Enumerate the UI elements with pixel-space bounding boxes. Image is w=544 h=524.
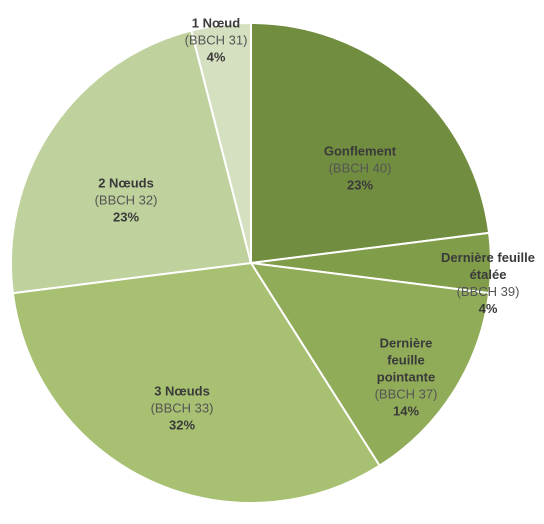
slice-value: 4% <box>478 301 498 316</box>
slice-code: (BBCH 40) <box>328 160 392 176</box>
pie-slice <box>249 261 491 468</box>
slice-label: 2 Nœuds (BBCH 32) 23% <box>66 175 186 226</box>
pie-slice <box>11 261 381 504</box>
slice-label: Dernière feuille étalée (BBCH 39) 4% <box>439 249 537 317</box>
pie-slice <box>250 21 491 265</box>
slice-code: (BBCH 39) <box>456 284 520 299</box>
slice-name: 3 Nœuds <box>154 383 210 399</box>
pie-slice <box>190 21 252 264</box>
slice-value: 14% <box>392 403 420 419</box>
slice-value: 4% <box>206 49 226 65</box>
slice-label: Gonflement (BBCH 40) 23% <box>300 143 420 194</box>
slice-name: Dernière feuille étalée <box>441 250 535 282</box>
slice-name: Dernière feuille pointante <box>376 335 436 385</box>
slice-label: Dernière feuille pointante (BBCH 37) 14% <box>366 335 446 420</box>
slice-name: 1 Nœud <box>191 15 241 31</box>
slice-code: (BBCH 33) <box>150 400 214 416</box>
slice-value: 23% <box>112 209 140 225</box>
slice-value: 23% <box>346 177 374 193</box>
slice-name: Gonflement <box>323 143 397 159</box>
slice-code: (BBCH 37) <box>374 386 438 402</box>
slice-value: 32% <box>168 417 196 433</box>
slice-label: 3 Nœuds (BBCH 33) 32% <box>122 383 242 434</box>
slice-label: 1 Nœud (BBCH 31) 4% <box>156 15 276 66</box>
slice-code: (BBCH 31) <box>184 32 248 48</box>
slice-name: 2 Nœuds <box>98 175 154 191</box>
pie-slice <box>10 29 253 295</box>
slice-code: (BBCH 32) <box>94 192 158 208</box>
